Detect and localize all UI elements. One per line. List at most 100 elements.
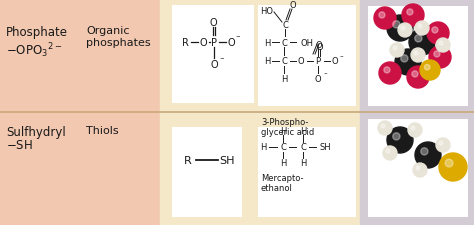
Text: H: H xyxy=(280,159,286,168)
Text: OH: OH xyxy=(301,38,314,47)
Text: H: H xyxy=(281,74,287,83)
Circle shape xyxy=(374,8,396,30)
Circle shape xyxy=(429,47,451,69)
Bar xyxy=(172,127,242,217)
Text: 3-Phospho-: 3-Phospho- xyxy=(261,117,309,126)
Circle shape xyxy=(415,142,441,168)
Text: O: O xyxy=(209,18,217,28)
Text: H: H xyxy=(300,159,306,168)
Text: R: R xyxy=(182,38,189,48)
Text: R: R xyxy=(184,155,192,165)
Circle shape xyxy=(413,163,427,177)
Circle shape xyxy=(401,56,408,63)
Bar xyxy=(258,127,356,217)
Circle shape xyxy=(439,153,467,181)
Text: O: O xyxy=(290,2,296,10)
Circle shape xyxy=(386,149,390,153)
Circle shape xyxy=(414,52,418,56)
Text: Thiols: Thiols xyxy=(86,126,118,135)
Circle shape xyxy=(401,27,405,31)
Text: $^-$: $^-$ xyxy=(235,32,242,41)
Circle shape xyxy=(393,47,397,51)
Text: P: P xyxy=(211,38,217,48)
Circle shape xyxy=(445,160,453,167)
Bar xyxy=(160,0,360,112)
Text: $-$SH: $-$SH xyxy=(6,138,33,151)
Circle shape xyxy=(436,138,450,152)
Text: O: O xyxy=(298,57,304,66)
Text: SH: SH xyxy=(219,155,235,165)
Circle shape xyxy=(402,5,424,27)
Bar xyxy=(160,112,360,225)
Circle shape xyxy=(393,22,400,29)
Circle shape xyxy=(398,24,412,38)
Text: H: H xyxy=(260,143,266,152)
Circle shape xyxy=(379,13,385,19)
Text: O: O xyxy=(227,38,235,48)
Circle shape xyxy=(427,23,449,45)
Text: ethanol: ethanol xyxy=(261,183,293,192)
Bar xyxy=(368,119,468,217)
Text: $^-$: $^-$ xyxy=(323,71,329,76)
Circle shape xyxy=(387,16,413,42)
Circle shape xyxy=(412,72,418,78)
Text: Sulfhydryl: Sulfhydryl xyxy=(6,126,66,138)
Circle shape xyxy=(418,25,422,29)
Text: HO: HO xyxy=(261,7,273,16)
Circle shape xyxy=(379,63,401,85)
Text: H: H xyxy=(264,38,270,47)
Text: $^-$: $^-$ xyxy=(219,54,226,63)
Circle shape xyxy=(395,50,421,76)
Circle shape xyxy=(384,68,390,74)
Text: H: H xyxy=(264,57,270,66)
Text: C: C xyxy=(281,38,287,47)
Circle shape xyxy=(436,39,450,53)
Text: H: H xyxy=(300,126,306,135)
Text: H: H xyxy=(280,126,286,135)
Text: P: P xyxy=(315,57,320,66)
Circle shape xyxy=(393,133,400,140)
Text: SH: SH xyxy=(320,143,332,152)
Text: O: O xyxy=(332,57,338,66)
Circle shape xyxy=(416,166,420,170)
Text: C: C xyxy=(280,143,286,152)
Text: glyceric acid: glyceric acid xyxy=(261,127,314,136)
Text: $-$OPO$_3$$^{2-}$: $-$OPO$_3$$^{2-}$ xyxy=(6,41,62,59)
Circle shape xyxy=(383,146,397,160)
Circle shape xyxy=(439,142,443,145)
Text: O: O xyxy=(317,42,323,51)
Circle shape xyxy=(434,52,440,58)
Circle shape xyxy=(409,30,435,56)
Circle shape xyxy=(415,36,422,43)
Bar xyxy=(172,6,254,104)
Circle shape xyxy=(432,28,438,34)
Circle shape xyxy=(420,61,440,81)
Circle shape xyxy=(439,42,443,46)
Text: C: C xyxy=(281,57,287,66)
Bar xyxy=(360,0,474,112)
Circle shape xyxy=(408,124,422,137)
Text: C: C xyxy=(300,143,306,152)
Circle shape xyxy=(407,67,429,89)
Text: Phosphate: Phosphate xyxy=(6,26,68,39)
Text: C: C xyxy=(282,20,288,29)
Circle shape xyxy=(421,148,428,155)
Text: Organic: Organic xyxy=(86,26,129,36)
Bar xyxy=(360,112,474,225)
Circle shape xyxy=(407,10,413,16)
Circle shape xyxy=(381,124,385,128)
Circle shape xyxy=(415,22,429,36)
Bar xyxy=(258,6,356,106)
Bar xyxy=(0,0,474,112)
Circle shape xyxy=(424,65,430,71)
Circle shape xyxy=(390,44,404,58)
Text: Mercapto-: Mercapto- xyxy=(261,173,303,182)
Circle shape xyxy=(411,49,425,63)
Bar xyxy=(0,112,474,225)
Text: O: O xyxy=(199,38,207,48)
Circle shape xyxy=(387,127,413,153)
Circle shape xyxy=(411,126,415,130)
Text: O: O xyxy=(316,40,322,49)
Text: O: O xyxy=(210,60,218,70)
Text: $^-$: $^-$ xyxy=(339,54,345,59)
